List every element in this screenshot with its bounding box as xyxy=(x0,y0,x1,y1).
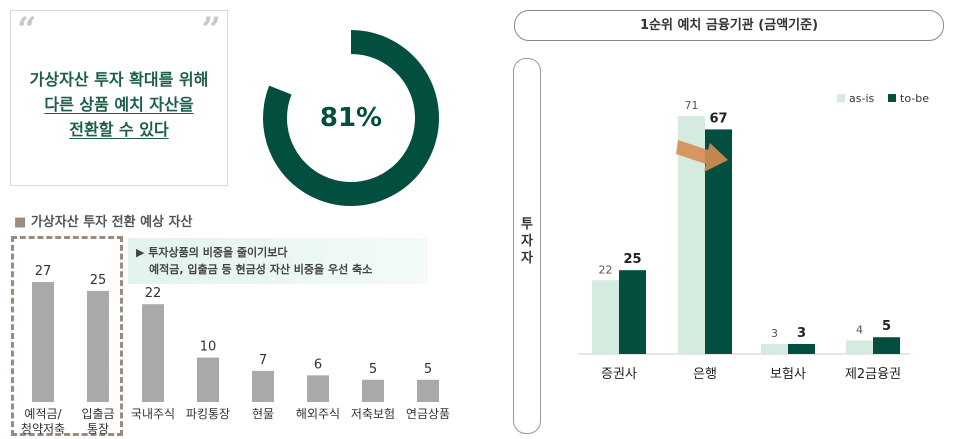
left-bar-value: 25 xyxy=(90,273,107,288)
left-bar xyxy=(142,304,164,402)
left-bar-value: 10 xyxy=(200,340,217,355)
left-bar xyxy=(307,375,329,402)
left-bar-value: 5 xyxy=(369,362,377,377)
note-band xyxy=(128,238,428,284)
note-text: ▶ 투자상품의 비중을 줄이기보다 예적금, 입출금 등 현금성 자산 비중을 … xyxy=(136,244,372,278)
left-bar-value: 5 xyxy=(424,362,432,377)
left-category-label: 해외주식 xyxy=(296,407,340,421)
quote-text: 가상자산 투자 확대를 위해 다른 상품 예치 자산을 전환할 수 있다 xyxy=(11,67,227,142)
side-label-pill xyxy=(513,58,541,434)
left-bar-value: 22 xyxy=(145,286,162,301)
right-bar-value: 67 xyxy=(709,111,727,126)
side-label-char: 자 xyxy=(521,234,533,249)
left-bar xyxy=(417,379,439,402)
left-bar xyxy=(197,357,219,402)
right-category-label: 은행 xyxy=(693,366,717,382)
left-category-label: 저축보험 xyxy=(351,407,395,421)
left-category-label: 연금상품 xyxy=(406,407,450,421)
left-section-title-text: 가상자산 투자 전환 예상 자산 xyxy=(30,215,193,230)
close-quote-icon: ” xyxy=(201,10,221,50)
side-label-char: 투 xyxy=(521,217,533,232)
bullet-icon: ■ xyxy=(14,215,27,230)
left-category-label: 현물 xyxy=(252,407,274,421)
left-category-label: 국내주식 xyxy=(131,407,175,421)
side-label-char: 자 xyxy=(521,251,533,266)
right-bar-value: 3 xyxy=(797,326,806,341)
left-bar xyxy=(87,290,109,402)
left-category-label: 파킹통장 xyxy=(186,407,230,421)
arrow-right-icon: ▶ xyxy=(136,246,149,259)
left-category-label: 예적금/ xyxy=(24,407,62,421)
right-section-title: 1순위 예치 금융기관 (금액기준) xyxy=(514,10,944,41)
right-bar-chart: 22 25 증권사 71 67 은행 3 3 보험사 4 5 제2금융권 as-is to-be xyxy=(578,92,929,382)
left-category-label: 청약저축 xyxy=(21,421,65,436)
left-bar xyxy=(362,379,384,402)
right-category-label: 보험사 xyxy=(770,367,806,382)
right-bar-value: 4 xyxy=(856,324,863,337)
right-bar-value: 5 xyxy=(882,319,891,334)
right-bar-to-be xyxy=(873,337,900,354)
left-bar-value: 6 xyxy=(314,357,322,372)
donut-arc xyxy=(263,30,439,206)
left-bar xyxy=(32,282,54,402)
right-bar-value: 25 xyxy=(623,252,641,267)
trend-arrow-icon xyxy=(676,140,728,172)
legend-label: as-is xyxy=(849,92,874,105)
right-bar-value: 71 xyxy=(685,99,699,112)
right-bar-value: 22 xyxy=(599,263,613,276)
right-bar-to-be xyxy=(788,343,815,354)
right-bar-as-is xyxy=(761,343,788,354)
left-category-label: 입출금 xyxy=(81,407,114,421)
side-label-text: 투 자 자 xyxy=(513,216,541,267)
right-bar-as-is xyxy=(846,340,873,354)
left-section-title: ■ 가상자산 투자 전환 예상 자산 xyxy=(14,211,192,230)
left-category-label: 통장 xyxy=(87,422,109,436)
donut-gauge: 81% xyxy=(263,30,439,206)
left-bar-value: 7 xyxy=(259,353,267,368)
quote-line-3: 전환할 수 있다 xyxy=(69,120,169,139)
right-bar-as-is xyxy=(592,280,619,354)
open-quote-icon: “ xyxy=(17,10,37,50)
highlight-dashed-box xyxy=(11,236,123,436)
donut-value: 81% xyxy=(320,103,382,133)
quote-line-1: 가상자산 투자 확대를 위해 xyxy=(29,70,209,89)
quote-line-2: 다른 상품 예치 자산을 xyxy=(44,95,194,114)
legend-label: to-be xyxy=(900,92,929,105)
right-bar-value: 3 xyxy=(771,327,778,340)
left-bar-value: 27 xyxy=(35,264,52,279)
right-category-label: 제2금융권 xyxy=(845,367,901,382)
legend-swatch xyxy=(837,94,845,102)
note-line-2: 예적금, 입출금 등 현금성 자산 비중을 우선 축소 xyxy=(149,263,373,276)
left-bar xyxy=(252,370,274,402)
note-line-1: 투자상품의 비중을 줄이기보다 xyxy=(148,246,288,259)
quote-box: “ ” 가상자산 투자 확대를 위해 다른 상품 예치 자산을 전환할 수 있다 xyxy=(10,10,228,186)
right-bar-to-be xyxy=(619,270,646,354)
right-category-label: 증권사 xyxy=(601,367,637,382)
legend-swatch xyxy=(888,94,896,102)
